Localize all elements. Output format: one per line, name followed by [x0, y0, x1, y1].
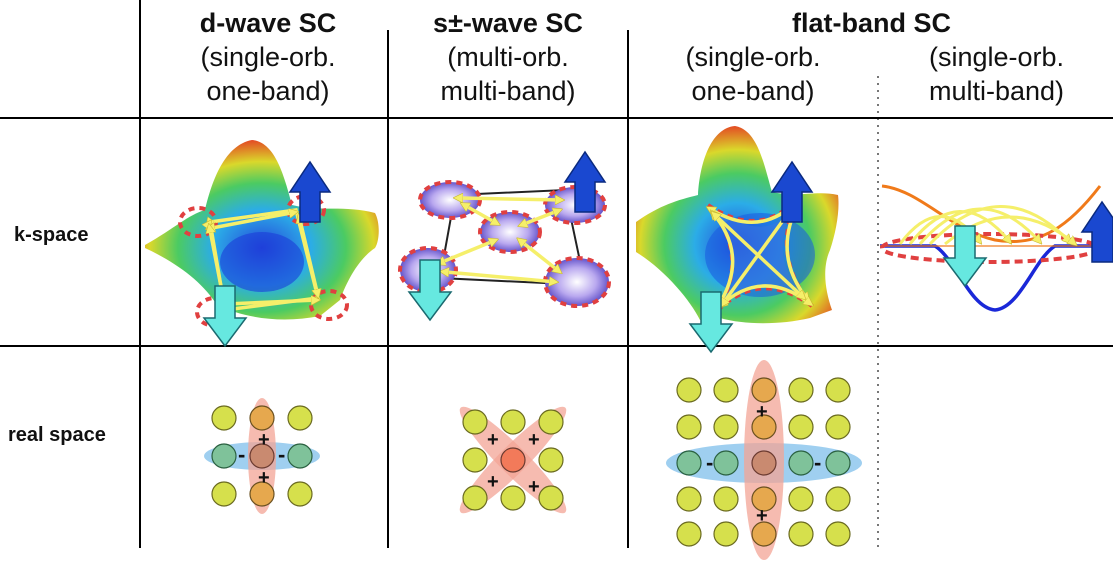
header-flat-band-title: flat-band SC — [792, 8, 951, 38]
spin-up-arrow-icon — [770, 160, 814, 223]
sign-plus: + — [756, 401, 768, 423]
header-flat-band-multi-band: (single-orb. multi-band) — [880, 40, 1113, 108]
header-d-wave-title: d-wave SC — [199, 8, 337, 38]
sign-plus: + — [258, 467, 270, 489]
sign-plus: + — [487, 429, 499, 451]
sign-plus: + — [528, 476, 540, 498]
sign-labels: + + - - + + + + + + - - — [238, 401, 821, 527]
spin-up-arrow-icon — [288, 160, 332, 223]
spin-up-arrow-icon — [1080, 200, 1113, 263]
sign-plus: + — [756, 505, 768, 527]
row-label-real-space: real space — [8, 424, 106, 446]
header-flat-band: flat-band SC — [630, 6, 1113, 40]
header-s-pm-title: s±-wave SC — [433, 8, 583, 38]
spin-down-arrow-icon — [407, 259, 453, 322]
sign-minus: - — [814, 450, 821, 475]
sign-minus: - — [706, 450, 713, 475]
flat-band-multi-band-k-space-bands — [880, 184, 1110, 312]
spin-up-arrow-icon — [563, 150, 607, 213]
row-label-k-space: k-space — [14, 224, 89, 246]
header-s-pm-line2: multi-band) — [440, 76, 576, 106]
d-wave-real-space-lattice — [204, 398, 320, 514]
flat-band-real-space-lattice — [666, 360, 862, 560]
header-s-pm-wave: s±-wave SC (multi-orb. multi-band) — [388, 6, 628, 108]
spin-down-arrow-icon — [688, 291, 734, 354]
header-d-wave-line1: (single-orb. — [200, 42, 336, 72]
d-wave-k-space-surface — [145, 140, 379, 328]
s-pm-real-space-lattice — [459, 406, 567, 514]
header-s-pm-line1: (multi-orb. — [447, 42, 569, 72]
header-flat-one-line2: one-band) — [691, 76, 815, 106]
sign-plus: + — [528, 429, 540, 451]
header-d-wave-line2: one-band) — [206, 76, 330, 106]
flat-band-one-band-k-space-surface — [636, 126, 839, 324]
header-flat-band-one-band: (single-orb. one-band) — [630, 40, 876, 108]
sign-minus: - — [238, 442, 245, 467]
sign-minus: - — [278, 442, 285, 467]
header-d-wave: d-wave SC (single-orb. one-band) — [148, 6, 388, 108]
header-flat-multi-line1: (single-orb. — [928, 42, 1065, 72]
spin-down-arrow-icon — [942, 225, 988, 288]
sign-plus: + — [487, 471, 499, 493]
spin-down-arrow-icon — [202, 285, 248, 348]
header-flat-one-line1: (single-orb. — [685, 42, 821, 72]
sign-plus: + — [258, 429, 270, 451]
header-flat-multi-line2: multi-band) — [928, 76, 1065, 106]
